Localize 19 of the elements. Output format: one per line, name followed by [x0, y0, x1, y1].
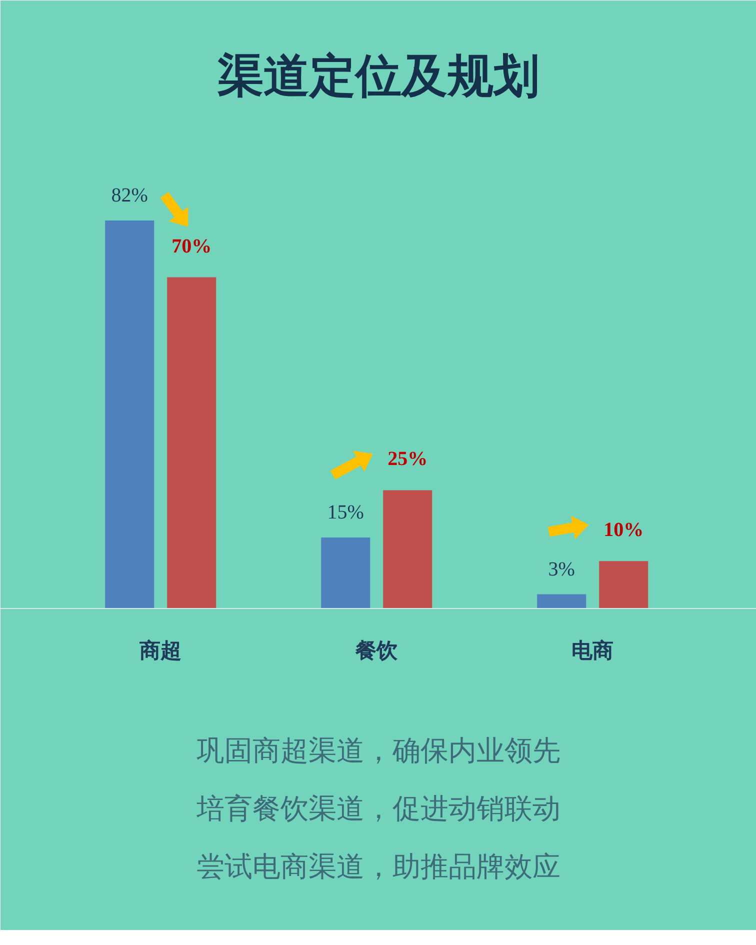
bar	[537, 594, 586, 608]
data-label: 3%	[548, 558, 575, 580]
text: 尝试电商渠道，助推品牌效应	[196, 850, 560, 883]
text: 巩固商超渠道，确保内业领先	[196, 734, 560, 767]
bar	[321, 538, 370, 608]
bar	[599, 561, 648, 608]
bar	[167, 277, 216, 608]
bar	[105, 220, 154, 608]
x-tick-label: 电商	[572, 638, 614, 662]
data-label: 25%	[388, 448, 428, 470]
x-tick-label: 商超	[138, 638, 182, 662]
chart-title: 渠道定位及规划	[216, 48, 540, 102]
bar	[383, 490, 432, 608]
text: 培育餐饮渠道，促进动销联动	[196, 792, 560, 825]
data-label: 82%	[111, 184, 148, 206]
data-label: 15%	[327, 502, 364, 524]
x-tick-label: 餐饮	[354, 638, 398, 662]
data-label: 10%	[604, 519, 644, 542]
data-label: 70%	[172, 235, 212, 258]
